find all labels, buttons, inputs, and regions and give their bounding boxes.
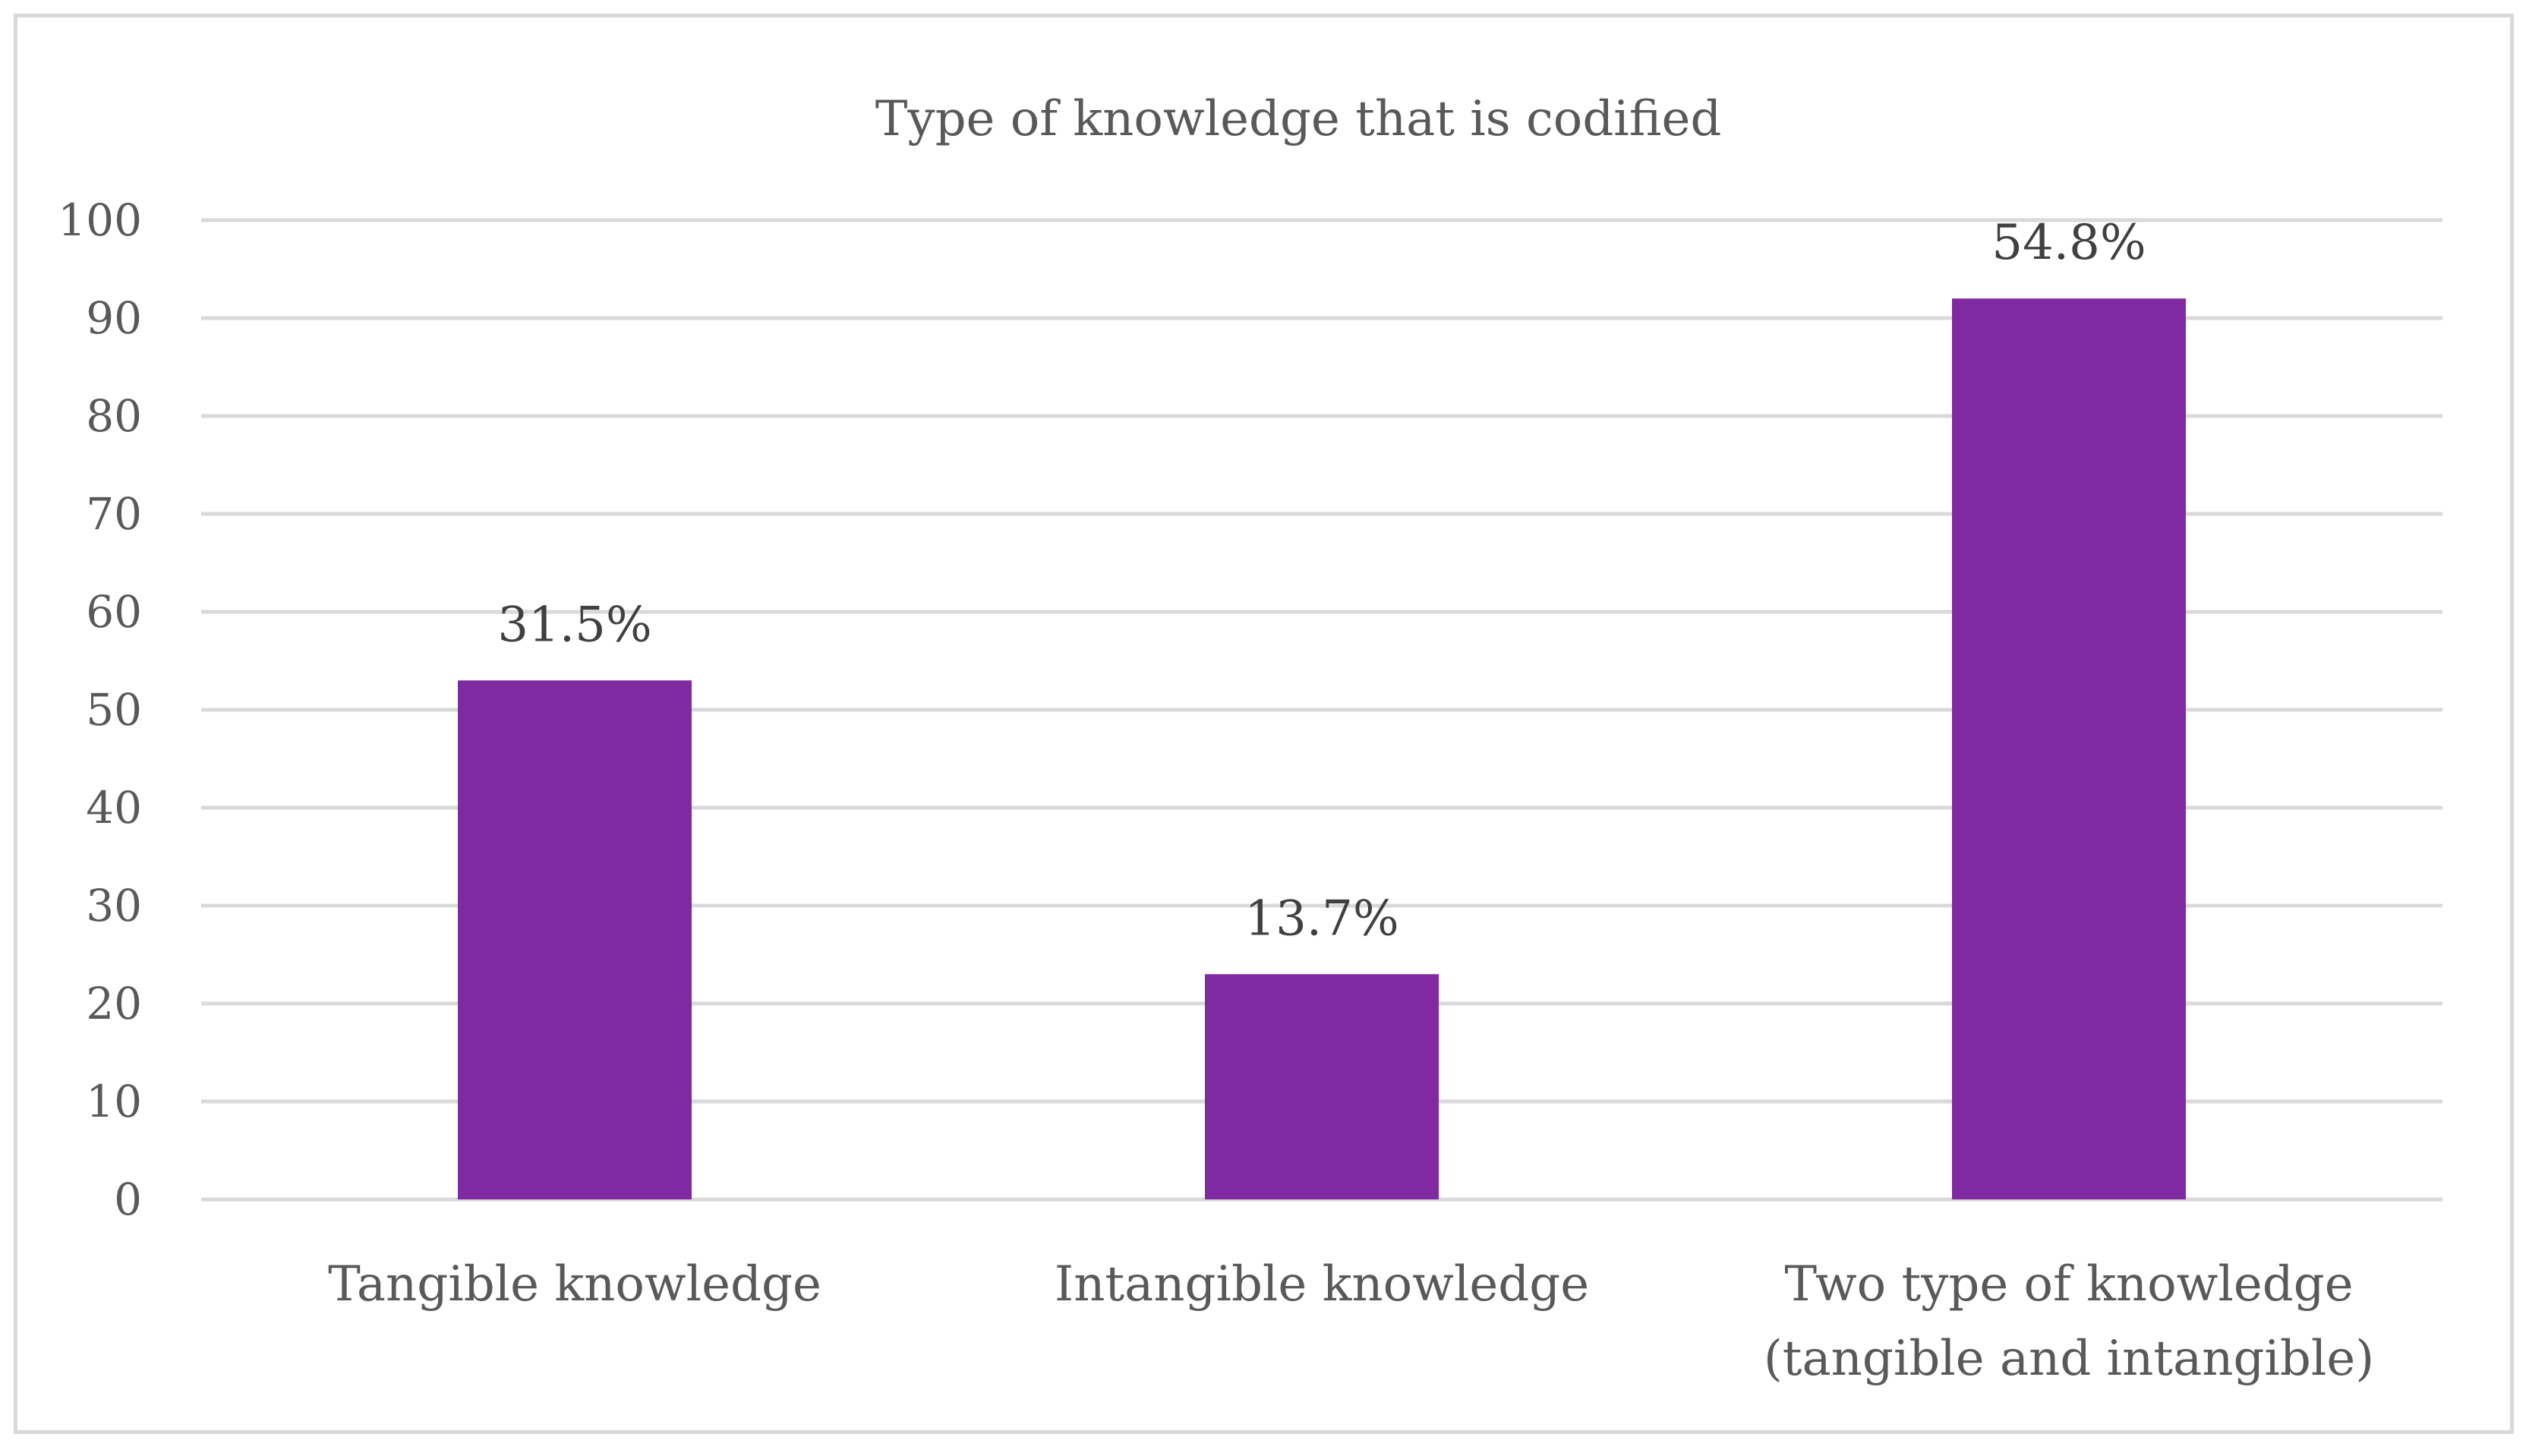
category-label-3-line-1: Two type of knowledge bbox=[1784, 1256, 2353, 1313]
category-label-3-line-2: (tangible and intangible) bbox=[1764, 1331, 2374, 1387]
x-axis-categories: Tangible knowledge Intangible knowledge Tw… bbox=[328, 1256, 2374, 1387]
y-tick-label-0: 0 bbox=[114, 1174, 142, 1225]
y-tick-label-50: 50 bbox=[86, 684, 142, 736]
y-tick-label-30: 30 bbox=[86, 880, 142, 931]
category-label-1: Tangible knowledge bbox=[328, 1256, 821, 1313]
y-tick-label-100: 100 bbox=[58, 194, 142, 246]
category-label-2: Intangible knowledge bbox=[1055, 1256, 1589, 1313]
bar-3 bbox=[1952, 298, 2186, 1200]
y-tick-label-70: 70 bbox=[86, 488, 142, 540]
y-tick-label-90: 90 bbox=[86, 292, 142, 344]
category-label-3: Two type of knowledge (tangible and intan… bbox=[1764, 1256, 2374, 1387]
y-tick-label-20: 20 bbox=[86, 978, 142, 1029]
bar-2 bbox=[1205, 974, 1439, 1199]
chart-title: Type of knowledge that is codified bbox=[875, 91, 1722, 147]
category-label-2-line-1: Intangible knowledge bbox=[1055, 1256, 1589, 1313]
data-label-2: 13.7% bbox=[1244, 890, 1399, 947]
category-label-1-line-1: Tangible knowledge bbox=[328, 1256, 821, 1313]
y-tick-label-80: 80 bbox=[86, 390, 142, 442]
data-label-3: 54.8% bbox=[1991, 215, 2146, 271]
y-axis-ticks: 0 10 20 30 40 50 60 70 80 90 100 bbox=[58, 194, 142, 1225]
bars-layer bbox=[458, 298, 2186, 1200]
data-labels-layer: 31.5% 13.7% 54.8% bbox=[497, 215, 2146, 947]
y-tick-label-40: 40 bbox=[86, 782, 142, 834]
y-tick-label-10: 10 bbox=[86, 1076, 142, 1127]
bar-1 bbox=[458, 680, 692, 1199]
y-tick-label-60: 60 bbox=[86, 586, 142, 638]
data-label-1: 31.5% bbox=[497, 597, 651, 653]
